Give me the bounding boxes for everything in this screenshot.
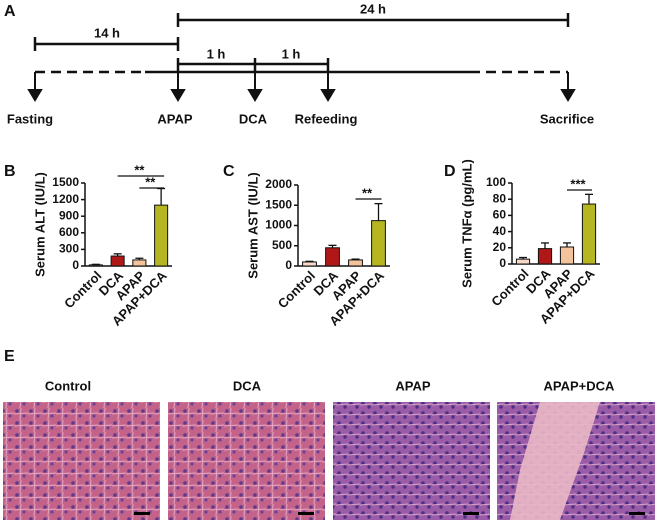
span-label: 14 h xyxy=(94,25,120,40)
significance: ** xyxy=(145,174,156,189)
arrow xyxy=(247,72,263,102)
necrosis xyxy=(510,402,600,520)
y-axis-label: Serum AST (IU/L) xyxy=(245,172,260,278)
panel-label: D xyxy=(444,163,456,180)
y-tick-label: 1000 xyxy=(265,218,292,232)
scale-bar xyxy=(298,512,314,515)
y-tick-label: 80 xyxy=(493,191,507,205)
histology xyxy=(3,402,655,520)
bar xyxy=(154,204,169,267)
bar xyxy=(581,203,597,265)
y-tick-label: 500 xyxy=(272,238,292,252)
y-tick-label: 20 xyxy=(493,240,507,254)
micrograph xyxy=(333,402,490,520)
micrograph-title: APAP xyxy=(395,378,430,393)
y-tick-label: 0 xyxy=(285,258,292,272)
bar xyxy=(537,248,553,265)
arrow xyxy=(320,72,336,102)
bar xyxy=(515,258,531,265)
significance: ** xyxy=(134,162,145,177)
panel-label: A xyxy=(4,3,16,20)
bar xyxy=(132,259,147,267)
y-axis-label: Serum ALT (IU/L) xyxy=(32,172,47,277)
micrograph-title: APAP+DCA xyxy=(544,378,616,393)
bar xyxy=(88,264,103,267)
panel-label: C xyxy=(223,163,235,180)
bar xyxy=(110,255,125,267)
y-tick-label: 0 xyxy=(72,258,79,272)
event-label: Sacrifice xyxy=(540,111,594,126)
y-tick-label: 300 xyxy=(59,242,79,256)
y-tick-label: 900 xyxy=(59,208,79,222)
bar xyxy=(371,220,386,267)
micrograph xyxy=(3,402,160,520)
y-tick-label: 2000 xyxy=(265,177,292,191)
bar xyxy=(302,261,317,267)
micrograph-title: Control xyxy=(45,378,91,393)
arrow xyxy=(27,72,43,102)
scale-bar xyxy=(629,512,645,515)
event-label: Refeeding xyxy=(295,111,358,126)
y-tick-label: 0 xyxy=(499,256,506,270)
micrograph xyxy=(168,402,325,520)
arrow xyxy=(170,72,186,102)
y-tick-label: 40 xyxy=(493,224,507,238)
significance: ** xyxy=(362,185,373,200)
event-label: Fasting xyxy=(7,111,53,126)
arrow xyxy=(560,72,576,102)
bar xyxy=(559,246,575,265)
significance: *** xyxy=(570,176,586,191)
y-tick-label: 100 xyxy=(486,175,506,189)
span-label: 1 h xyxy=(207,46,226,61)
scale-bar xyxy=(463,512,479,515)
event-label: DCA xyxy=(239,111,268,126)
y-tick-label: 1200 xyxy=(52,192,79,206)
y-axis-label: Serum TNFα (pg/mL) xyxy=(459,159,474,288)
y-tick-label: 600 xyxy=(59,225,79,239)
micrograph-title: DCA xyxy=(233,378,262,393)
timeline xyxy=(27,13,576,102)
y-tick-label: 1500 xyxy=(52,175,79,189)
span-label: 1 h xyxy=(282,46,301,61)
scale-bar xyxy=(134,512,150,515)
y-tick-label: 1500 xyxy=(265,197,292,211)
panel-label: E xyxy=(4,348,15,365)
span-label: 24 h xyxy=(360,1,386,16)
event-label: APAP xyxy=(157,111,192,126)
bar xyxy=(325,247,340,267)
panel-label: B xyxy=(4,163,16,180)
bar xyxy=(348,259,363,267)
y-tick-label: 60 xyxy=(493,208,507,222)
